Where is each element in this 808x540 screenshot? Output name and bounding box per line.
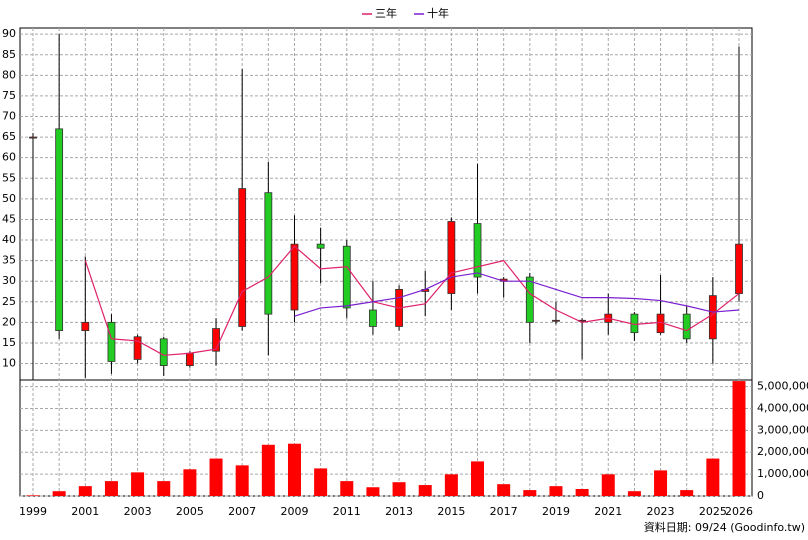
x-tick-label: 2009 [280,505,308,518]
candle-body [735,243,743,294]
candle-body [81,321,90,331]
y-tick-label: 90 [2,27,16,40]
volume-bar [523,490,537,496]
candle-body [185,352,194,366]
volume-bar [78,486,92,496]
candle-body [212,328,220,352]
candle-body [342,245,351,309]
volume-bar [444,474,458,496]
volume-bar [235,465,249,496]
candle-body [682,313,691,340]
candle-body [316,243,325,249]
volume-bar [26,495,40,496]
volume-bar [209,458,223,496]
volume-bar [340,481,354,496]
x-tick-label: 2001 [71,505,99,518]
volume-bar [549,486,563,496]
y-tick-label: 55 [2,171,16,184]
legend-label: 十年 [427,6,449,20]
candle-body [264,192,273,315]
y-tick-label: 40 [2,233,16,246]
x-tick-label: 2015 [437,505,465,518]
candle-body [369,309,377,327]
volume-bar [497,484,511,496]
y-tick-label: 35 [2,254,16,267]
volume-bar [680,490,694,496]
volume-bar [654,470,668,496]
plot-frame [19,27,753,497]
candle-body [447,221,456,294]
volume-bar [261,444,275,496]
y-tick-label: 60 [2,151,16,164]
footer: 資料日期: 09/24 (Goodinfo.tw) [644,520,805,534]
y-tick-label: 80 [2,68,16,81]
y-tick-label: 85 [2,48,16,61]
volume-bar [575,488,589,496]
volume-bar [601,474,615,496]
volume-bar [366,487,380,496]
y-tick-label: 45 [2,212,16,225]
volume-bar [418,485,432,496]
volume-bar [183,469,197,496]
volume-bar [471,461,485,496]
volume-bar [131,472,145,496]
volume-bar [392,482,406,496]
x-tick-label: 2003 [124,505,152,518]
candle-body [107,321,116,362]
x-tick-label: 2019 [542,505,570,518]
volume-bar [732,381,746,496]
x-tick-label: 2011 [333,505,361,518]
y-tick-label: 30 [2,274,16,287]
x-tick-label: 2023 [647,505,675,518]
candle-body [238,188,247,327]
candle-body [473,223,482,278]
ma-line [294,272,740,317]
x-tick-label: 2026 [725,505,753,518]
candle-body [55,128,64,331]
x-tick-label: 1999 [19,505,47,518]
x-tick-label: 2013 [385,505,413,518]
y-tick-label: 20 [2,315,16,328]
candle-body [708,295,717,340]
candle-body [159,338,168,366]
y2-tick-label: 2,000,000 [757,445,808,458]
x-tick-label: 2017 [490,505,518,518]
x-tick-label: 2007 [228,505,256,518]
candle-body [133,336,142,360]
y2-tick-label: 0 [757,489,764,502]
volume-bar [104,481,118,496]
volume-bar [157,481,171,496]
y-tick-label: 50 [2,192,16,205]
ma-line [84,245,740,356]
candle-body [525,276,534,323]
volume-bar [287,443,301,496]
volume-bar [314,468,328,496]
y2-tick-label: 5,000,000 [757,380,808,393]
y-tick-label: 70 [2,110,16,123]
y2-tick-label: 1,000,000 [757,467,808,480]
volume-bar [627,491,641,496]
candle-body [29,136,37,139]
candle-body [290,243,299,311]
y-tick-label: 15 [2,336,16,349]
y-tick-label: 10 [2,357,16,370]
y-tick-label: 75 [2,89,16,102]
y2-tick-label: 3,000,000 [757,423,808,436]
volume-bar [52,491,66,496]
volume-bar [706,458,720,496]
y-tick-label: 65 [2,130,16,143]
y-tick-label: 25 [2,295,16,308]
y2-tick-label: 4,000,000 [757,401,808,414]
x-tick-label: 2005 [176,505,204,518]
candle-body [552,319,560,322]
x-tick-label: 2025 [699,505,727,518]
legend-label: 三年 [375,6,397,20]
x-tick-label: 2021 [594,505,622,518]
